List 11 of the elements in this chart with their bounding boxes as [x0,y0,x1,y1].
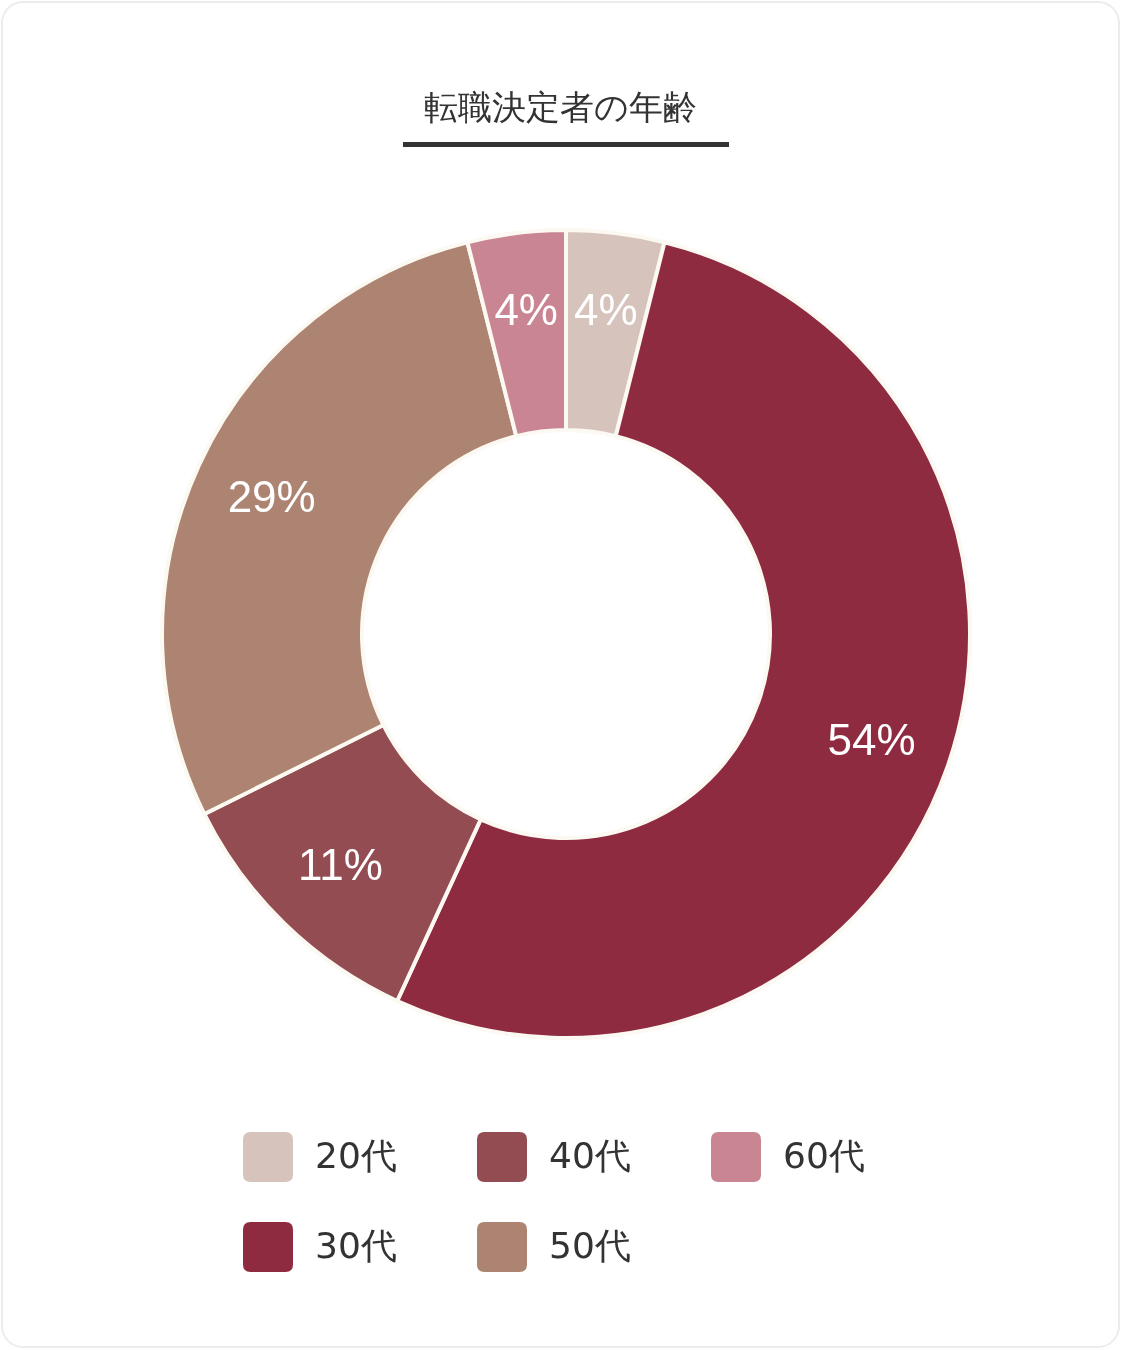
chart-title: 転職決定者の年齢 [424,87,697,127]
data-label: 54% [827,714,916,764]
data-label: 4% [574,285,638,335]
legend-label: 60代 [783,1135,865,1176]
legend-label: 50代 [549,1225,631,1266]
legend-label: 40代 [549,1135,631,1176]
data-label: 4% [494,285,558,335]
legend-label: 20代 [315,1135,397,1176]
legend-label: 30代 [315,1225,397,1266]
data-label: 29% [227,471,316,521]
data-label: 11% [298,839,383,889]
